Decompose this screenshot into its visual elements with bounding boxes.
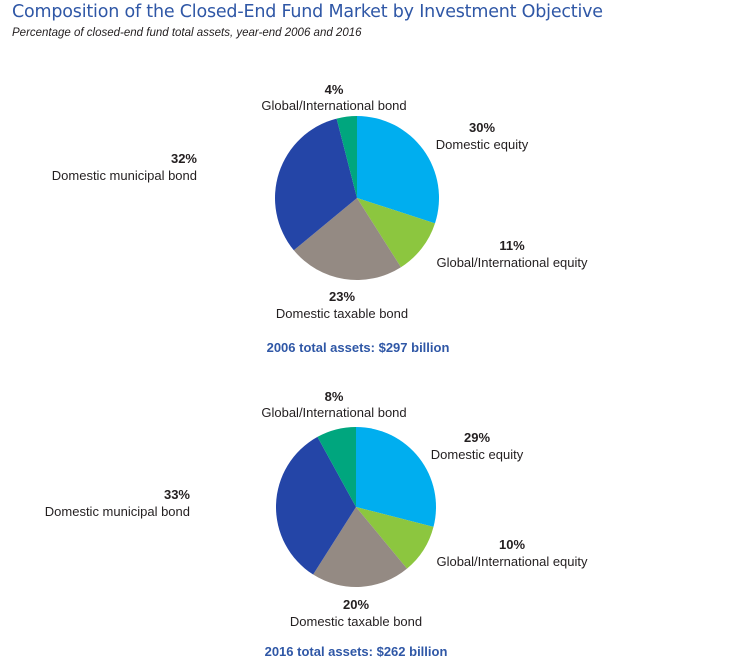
pie-slice-2016-domestic-municipal-bond bbox=[275, 436, 356, 575]
pie-slice-2006-domestic-municipal-bond bbox=[275, 118, 357, 251]
pie-slice-2016-domestic-equity bbox=[356, 427, 437, 527]
total-assets-label-2006: 2006 total assets: $297 billion bbox=[267, 340, 450, 355]
pie-chart-2006: 30% Domestic equity 11% Global/Internationa… bbox=[52, 82, 588, 355]
chart-subtitle: Percentage of closed-end fund total asse… bbox=[12, 27, 362, 39]
slice-category-label-2006-domestic-taxable-bond: Domestic taxable bond bbox=[276, 306, 408, 321]
slice-category-label-2016-global-international-bond: Global/International bond bbox=[261, 405, 406, 420]
chart-title: Composition of the Closed-End Fund Marke… bbox=[12, 2, 603, 22]
pie-slice-2006-global-international-bond bbox=[336, 116, 357, 198]
slice-value-label-2016-domestic-equity: 29% bbox=[464, 430, 490, 445]
total-assets-label-2016: 2016 total assets: $262 billion bbox=[265, 644, 448, 659]
pie-slice-2016-domestic-taxable-bond bbox=[313, 507, 407, 588]
slice-value-label-2006-domestic-taxable-bond: 23% bbox=[329, 289, 355, 304]
slice-category-label-2016-domestic-taxable-bond: Domestic taxable bond bbox=[290, 614, 422, 629]
slice-value-label-2016-domestic-taxable-bond: 20% bbox=[343, 597, 369, 612]
slice-value-label-2016-domestic-municipal-bond: 33% bbox=[164, 487, 190, 502]
pie-slice-2006-domestic-taxable-bond bbox=[293, 198, 401, 280]
slice-value-label-2006-global-international-equity: 11% bbox=[499, 238, 525, 253]
slice-category-label-2006-domestic-municipal-bond: Domestic municipal bond bbox=[52, 168, 197, 183]
slice-category-label-2016-global-international-equity: Global/International equity bbox=[436, 554, 588, 569]
pie-slice-2006-domestic-equity bbox=[357, 116, 440, 224]
pie-slice-2016-global-international-bond bbox=[317, 427, 356, 507]
slice-category-label-2016-domestic-municipal-bond: Domestic municipal bond bbox=[45, 504, 190, 519]
slice-category-label-2016-domestic-equity: Domestic equity bbox=[431, 447, 524, 462]
slice-value-label-2006-domestic-municipal-bond: 32% bbox=[171, 151, 197, 166]
pie-slice-2016-global-international-equity bbox=[356, 507, 434, 569]
slice-value-label-2016-global-international-bond: 8% bbox=[325, 389, 344, 404]
pie-slice-2006-global-international-equity bbox=[357, 198, 435, 268]
slice-value-label-2006-domestic-equity: 30% bbox=[469, 120, 495, 135]
slice-category-label-2006-global-international-equity: Global/International equity bbox=[436, 255, 588, 270]
slice-category-label-2006-domestic-equity: Domestic equity bbox=[436, 137, 529, 152]
slice-value-label-2016-global-international-equity: 10% bbox=[499, 537, 525, 552]
slice-value-label-2006-global-international-bond: 4% bbox=[325, 82, 344, 97]
slice-category-label-2006-global-international-bond: Global/International bond bbox=[261, 98, 406, 113]
pie-chart-2016: 29% Domestic equity 10% Global/Internationa… bbox=[45, 389, 588, 659]
